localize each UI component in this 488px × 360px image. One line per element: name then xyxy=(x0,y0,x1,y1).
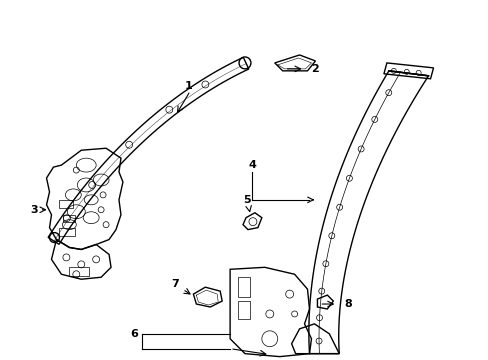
Bar xyxy=(60,200,73,208)
Text: 6: 6 xyxy=(130,329,138,339)
Text: 4: 4 xyxy=(247,160,255,170)
Bar xyxy=(238,301,249,319)
Text: 3: 3 xyxy=(30,205,38,215)
Bar xyxy=(69,267,89,276)
Bar xyxy=(63,215,75,222)
Text: 8: 8 xyxy=(344,299,351,309)
Bar xyxy=(60,228,75,235)
Bar xyxy=(238,277,249,297)
Text: 7: 7 xyxy=(171,279,179,289)
Text: 2: 2 xyxy=(311,64,319,74)
Text: 5: 5 xyxy=(243,195,250,205)
Text: 1: 1 xyxy=(184,81,192,91)
